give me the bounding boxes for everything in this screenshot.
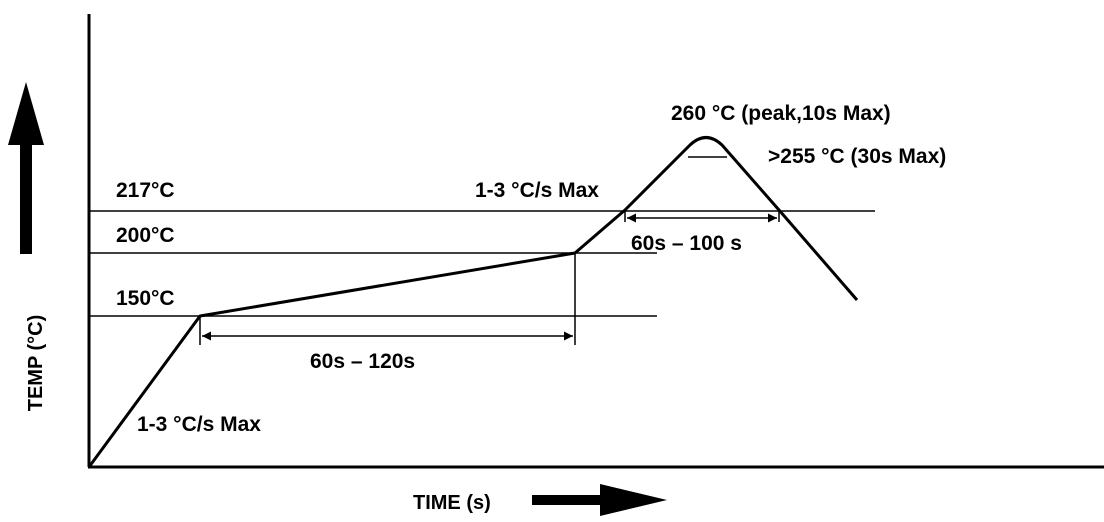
label-above-255: >255 °C (30s Max) [768, 145, 946, 168]
label-ramp-to-peak-rate: 1-3 °C/s Max [475, 179, 599, 202]
label-200c: 200°C [116, 224, 175, 247]
y-direction-arrow-shaft [20, 142, 32, 254]
y-direction-arrow-head [8, 82, 44, 145]
label-217c: 217°C [116, 179, 175, 202]
label-ramp-up-rate: 1-3 °C/s Max [137, 413, 261, 436]
y-axis-title: TEMP (°C) [25, 315, 47, 412]
x-axis-title: TIME (s) [413, 492, 491, 514]
label-soak-time: 60s – 120s [310, 350, 415, 373]
reflow-profile-curve [87, 136, 859, 468]
label-peak-temperature: 260 °C (peak,10s Max) [671, 102, 891, 125]
label-150c: 150°C [116, 287, 175, 310]
x-direction-arrow-shaft [532, 495, 604, 505]
x-direction-arrow-head [600, 484, 667, 516]
label-reflow-time: 60s – 100 s [631, 232, 742, 255]
